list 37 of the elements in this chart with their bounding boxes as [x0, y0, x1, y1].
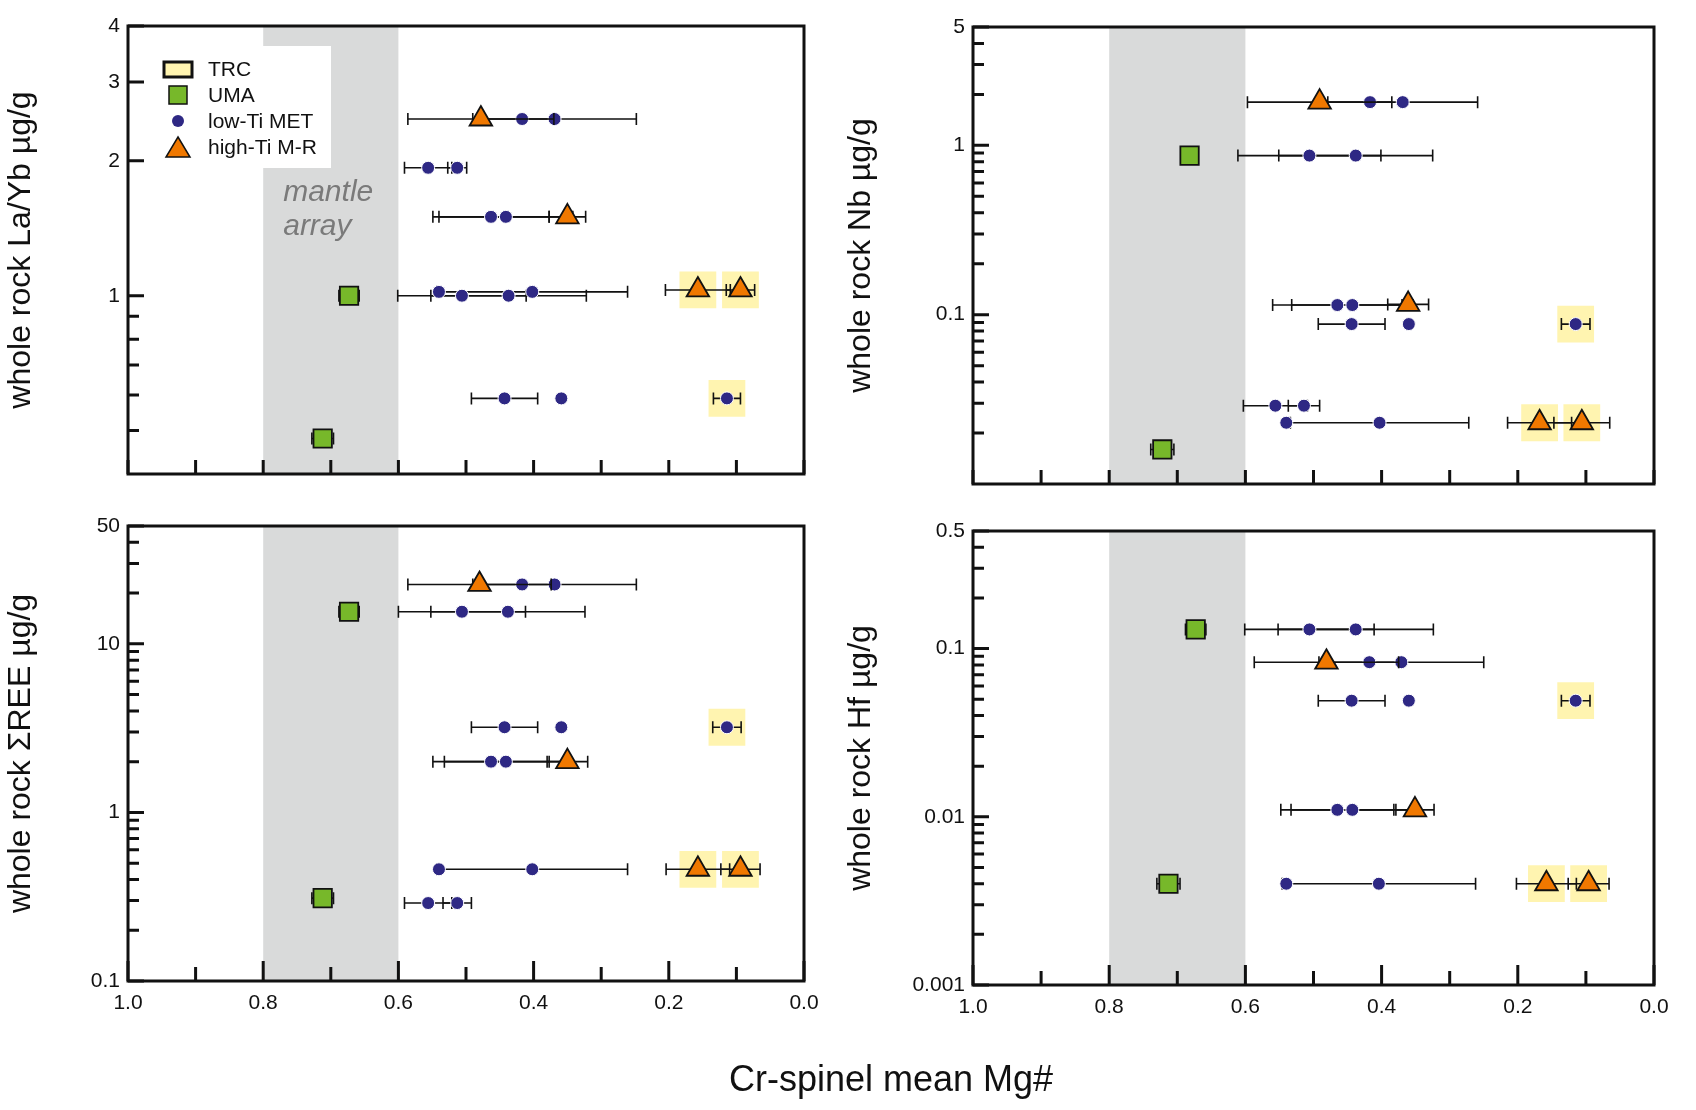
legend-label: UMA: [208, 82, 255, 108]
y-tick-label: 0.1: [935, 301, 965, 325]
y-tick-label: 1: [108, 282, 120, 306]
y-axis-title: whole rock La/Yb µg/g: [1, 91, 38, 410]
y-axis-title: whole rock Nb µg/g: [841, 118, 878, 394]
x-tick-label: 0.2: [1503, 994, 1533, 1018]
legend-label: TRC: [208, 56, 252, 82]
x-tick-label: 0.6: [1230, 994, 1260, 1018]
x-tick-label: 0.4: [519, 990, 549, 1014]
y-tick-label: 0.001: [912, 971, 965, 995]
y-tick-label: 50: [96, 512, 120, 536]
x-tick-label: 1.0: [113, 990, 143, 1014]
band-label: mantle array: [283, 174, 374, 241]
x-tick-label: 0.0: [789, 990, 819, 1014]
y-axis-title: whole rock ΣREE µg/g: [1, 593, 38, 915]
x-tick-label: 0.2: [654, 990, 684, 1014]
y-tick-label: 0.01: [924, 803, 965, 827]
y-tick-label: 2: [108, 147, 120, 171]
x-axis-title: Cr-spinel mean Mg#: [727, 1058, 1055, 1100]
x-tick-label: 0.6: [383, 990, 413, 1014]
x-tick-label: 0.8: [248, 990, 278, 1014]
x-tick-label: 0.8: [1094, 994, 1124, 1018]
legend-label: low-Ti MET: [208, 108, 314, 134]
y-tick-label: 3: [108, 68, 120, 92]
y-tick-label: 1: [108, 799, 120, 823]
x-tick-label: 0.4: [1367, 994, 1397, 1018]
y-tick-label: 4: [108, 12, 121, 36]
x-tick-label: 0.0: [1639, 994, 1669, 1018]
legend-label: high-Ti M-R: [208, 134, 317, 160]
y-tick-label: 5: [953, 13, 965, 37]
y-axis-title: whole rock Hf µg/g: [841, 625, 878, 892]
y-tick-label: 0.5: [935, 517, 965, 541]
y-tick-label: 10: [96, 630, 120, 654]
y-tick-label: 1: [953, 132, 965, 156]
y-tick-label: 0.1: [90, 967, 120, 991]
y-tick-label: 0.1: [935, 635, 965, 659]
x-tick-label: 1.0: [958, 994, 988, 1018]
